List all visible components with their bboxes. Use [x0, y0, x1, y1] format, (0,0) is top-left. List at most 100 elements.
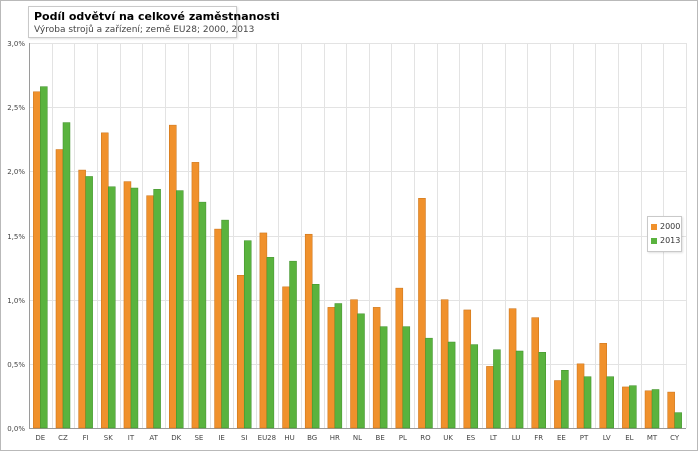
bar-RO-2000 — [418, 198, 426, 429]
bar-BE-2000 — [372, 307, 381, 429]
bar-LV-2000 — [599, 343, 607, 429]
x-tick-label: LU — [512, 434, 521, 442]
x-tick-label: EE — [557, 434, 566, 442]
bar-HU-2013 — [289, 260, 297, 429]
x-tick-label: SE — [194, 434, 203, 442]
y-tick-label: 2,5% — [7, 104, 25, 112]
bar-SE-2000 — [191, 162, 200, 429]
bar-MT-2000 — [644, 390, 653, 429]
x-tick-label: FR — [534, 434, 543, 442]
x-tick-label: AT — [149, 434, 158, 442]
bar-PT-2013 — [583, 376, 592, 429]
bar-ES-2013 — [470, 344, 479, 429]
y-tick-label: 2,0% — [7, 168, 25, 176]
y-tick-label: 0,0% — [7, 425, 25, 433]
x-tick-label: DE — [35, 434, 45, 442]
bar-IE-2013 — [221, 219, 229, 429]
x-tick-label: CY — [670, 434, 680, 442]
bar-EU28-2013 — [266, 257, 275, 429]
bar-FR-2000 — [531, 317, 539, 429]
y-tick-label: 0,5% — [7, 361, 25, 369]
bar-SK-2013 — [108, 186, 116, 429]
x-tick-label: HU — [284, 434, 294, 442]
x-tick-label: BG — [307, 434, 317, 442]
bar-BG-2013 — [311, 284, 320, 429]
bar-RO-2013 — [425, 337, 433, 429]
y-tick-label: 1,5% — [7, 233, 25, 241]
bar-SI-2013 — [243, 240, 252, 429]
x-tick-label: IT — [128, 434, 135, 442]
bar-ES-2000 — [463, 309, 472, 429]
bar-EU28-2000 — [259, 232, 268, 429]
bar-DK-2013 — [176, 190, 184, 429]
bar-DE-2000 — [33, 91, 41, 429]
bar-IT-2000 — [123, 181, 132, 429]
x-tick-label: SI — [241, 434, 248, 442]
bar-PL-2013 — [402, 326, 411, 429]
bar-SE-2013 — [198, 201, 207, 429]
x-tick-label: ES — [466, 434, 475, 442]
x-tick-label: LT — [490, 434, 498, 442]
bar-UK-2000 — [440, 299, 449, 429]
x-tick-label: LV — [603, 434, 611, 442]
legend-swatch-2013 — [651, 238, 657, 244]
x-tick-label: IE — [218, 434, 225, 442]
bar-EE-2013 — [561, 370, 569, 429]
bar-BE-2013 — [379, 326, 388, 429]
x-tick-label: NL — [353, 434, 362, 442]
bar-LU-2000 — [508, 308, 517, 429]
chart-title-box: Podíl odvětví na celkové zaměstnanosti V… — [28, 6, 280, 38]
bar-LV-2013 — [606, 376, 614, 429]
bar-HU-2000 — [282, 286, 290, 429]
x-tick-label: RO — [420, 434, 431, 442]
bar-CY-2000 — [667, 391, 675, 429]
x-tick-label: DK — [171, 434, 181, 442]
bar-EL-2000 — [622, 386, 630, 429]
bar-NL-2013 — [357, 313, 365, 429]
bar-FI-2000 — [78, 169, 86, 429]
x-tick-label: EU28 — [258, 434, 276, 442]
x-tick-label: HR — [330, 434, 340, 442]
bar-IT-2013 — [130, 187, 139, 429]
x-tick-label: PL — [399, 434, 407, 442]
bar-FI-2013 — [85, 176, 93, 429]
bar-UK-2013 — [447, 341, 456, 429]
x-tick-label: BE — [376, 434, 385, 442]
bar-AT-2013 — [153, 189, 161, 429]
x-tick-label: EL — [625, 434, 633, 442]
bar-EE-2000 — [554, 380, 562, 429]
bar-PT-2000 — [576, 363, 585, 429]
bar-HR-2013 — [334, 303, 343, 429]
bar-BG-2000 — [304, 233, 313, 429]
y-tick-label: 3,0% — [7, 40, 25, 48]
bar-FR-2013 — [538, 352, 546, 429]
bar-LT-2013 — [493, 349, 501, 429]
bar-SK-2000 — [101, 132, 109, 429]
bar-AT-2000 — [146, 195, 154, 429]
bar-IE-2000 — [214, 228, 222, 429]
chart-legend: 2000 2013 — [647, 216, 682, 252]
y-tick-label: 1,0% — [7, 297, 25, 305]
bar-LU-2013 — [515, 350, 524, 429]
bar-CY-2013 — [674, 412, 682, 429]
bar-SI-2000 — [236, 275, 245, 429]
bar-MT-2013 — [651, 389, 660, 429]
x-tick-label: FI — [83, 434, 89, 442]
bar-LT-2000 — [486, 366, 494, 429]
bar-DE-2013 — [40, 86, 48, 429]
legend-swatch-2000 — [651, 224, 657, 230]
x-tick-label: MT — [647, 434, 658, 442]
bar-PL-2000 — [395, 287, 404, 429]
bar-EL-2013 — [629, 385, 637, 429]
x-tick-label: CZ — [58, 434, 68, 442]
x-tick-label: SK — [104, 434, 113, 442]
bar-DK-2000 — [169, 124, 177, 429]
bar-NL-2000 — [350, 299, 358, 429]
x-tick-label: PT — [580, 434, 589, 442]
bar-CZ-2013 — [62, 122, 71, 429]
chart-title: Podíl odvětví na celkové zaměstnanosti — [34, 10, 280, 23]
legend-label-2000: 2000 — [660, 222, 681, 231]
bar-HR-2000 — [327, 307, 336, 429]
chart-subtitle: Výroba strojů a zařízení; země EU28; 200… — [34, 25, 255, 35]
